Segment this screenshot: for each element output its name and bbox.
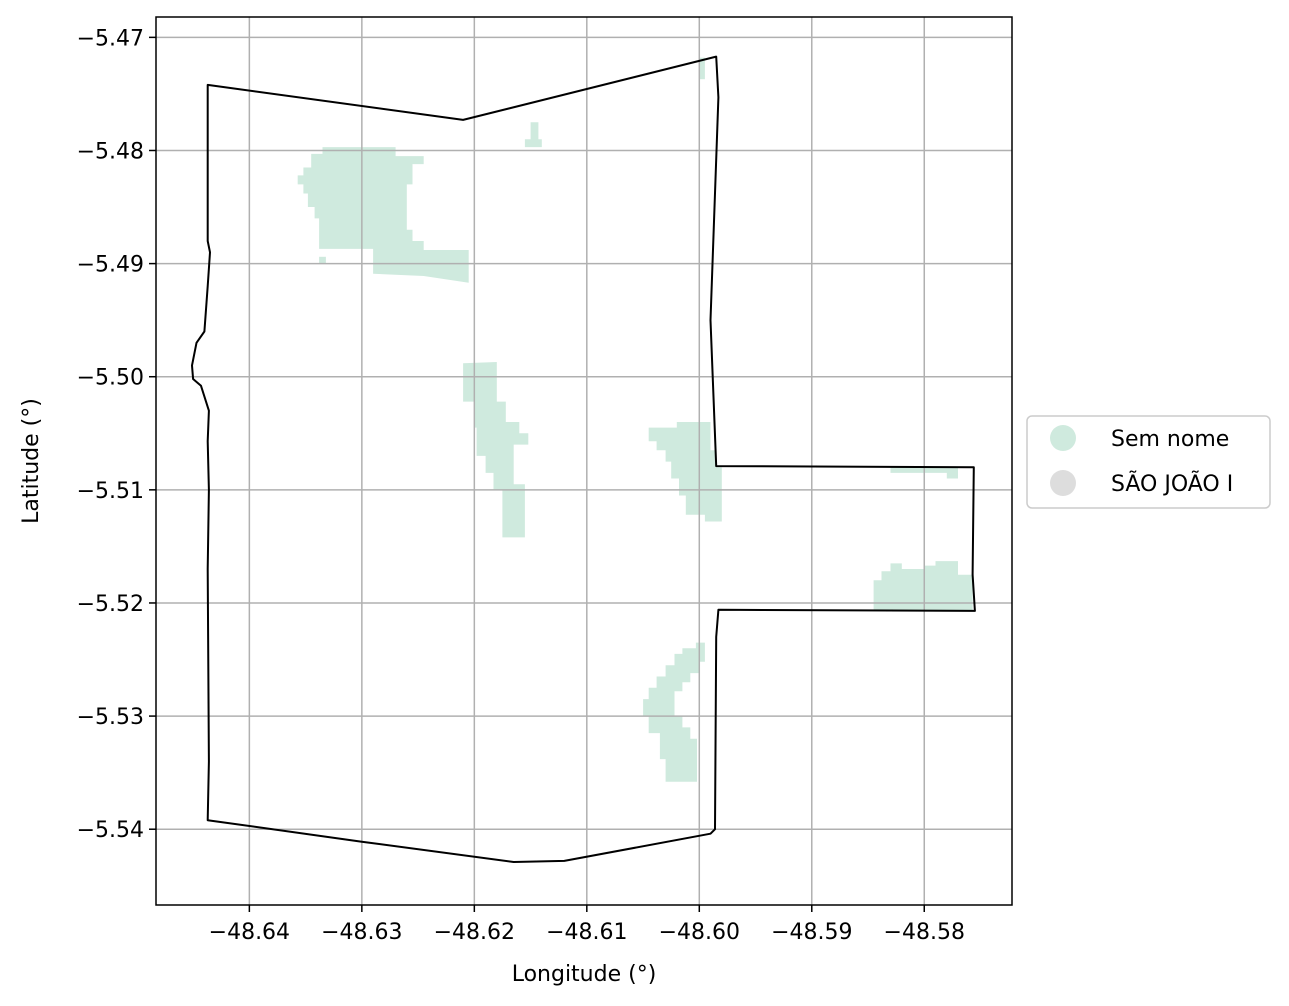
- y-tick-label: −5.50: [77, 366, 144, 391]
- x-tick-label: −48.61: [546, 920, 627, 945]
- y-tick-label: −5.52: [77, 592, 144, 617]
- area-polygon: [319, 257, 326, 264]
- x-tick-label: −48.58: [884, 920, 965, 945]
- x-tick-label: −48.64: [209, 920, 290, 945]
- x-tick-label: −48.63: [321, 920, 402, 945]
- x-tick-label: −48.62: [434, 920, 515, 945]
- legend-swatch-sao-joao-i: [1050, 470, 1076, 496]
- y-tick-label: −5.54: [77, 818, 144, 843]
- legend-label-sem-nome: Sem nome: [1111, 427, 1229, 452]
- x-tick-label: −48.60: [659, 920, 740, 945]
- y-tick-label: −5.48: [77, 139, 144, 164]
- y-tick-label: −5.53: [77, 705, 144, 730]
- y-tick-label: −5.47: [77, 26, 144, 51]
- x-tick-label: −48.59: [771, 920, 852, 945]
- y-tick-label: −5.51: [77, 479, 144, 504]
- legend-swatch-sem-nome: [1050, 425, 1076, 451]
- legend: Sem nome SÃO JOÃO I: [1027, 416, 1270, 508]
- y-axis-label: Latitude (°): [19, 398, 44, 524]
- legend-label-sao-joao-i: SÃO JOÃO I: [1111, 470, 1233, 497]
- y-tick-label: −5.49: [77, 253, 144, 278]
- x-axis-label: Longitude (°): [512, 962, 657, 987]
